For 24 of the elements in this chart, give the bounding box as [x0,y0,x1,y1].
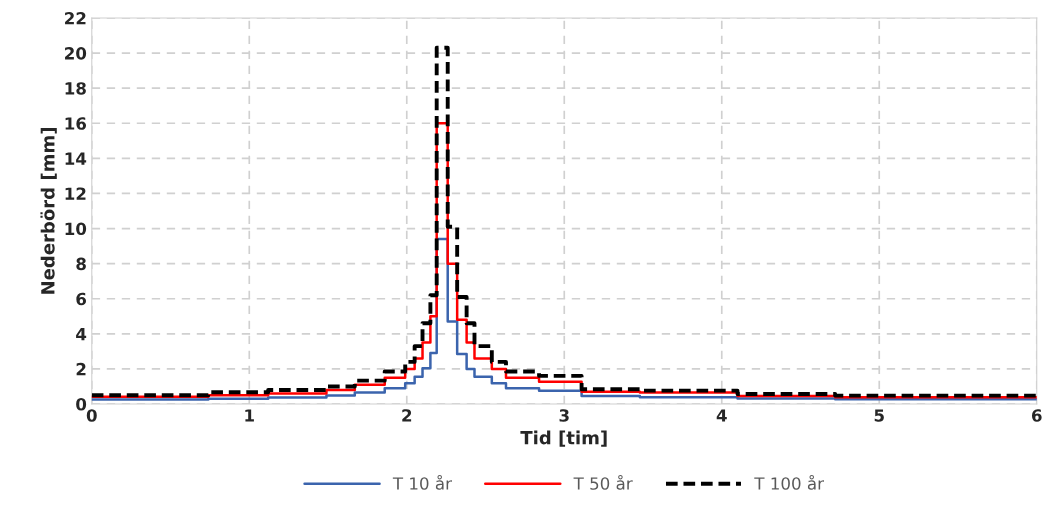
x-tick-label: 4 [716,409,727,422]
y-tick-label: 12 [65,187,86,200]
x-tick-label: 6 [1031,409,1042,422]
x-tick-label: 1 [245,409,254,422]
y-tick-label: 14 [65,152,87,165]
y-tick-label: 8 [76,257,86,271]
legend-label: T 50 år [573,474,633,490]
x-tick-label: 0 [86,409,97,422]
x-tick-label: 2 [402,409,412,422]
y-tick-label: 22 [65,11,86,25]
y-tick-label: 10 [65,222,87,236]
y-tick-label: 0 [76,397,87,411]
y-tick-label: 4 [76,328,87,341]
y-tick-label: 6 [76,292,87,306]
y-tick-label: 18 [65,82,86,95]
y-axis-title: Nederbörd [mm] [40,128,57,294]
x-tick-label: 3 [559,409,569,422]
x-axis-title: Tid [tim] [520,430,607,447]
y-tick-label: 16 [65,117,87,130]
y-tick-label: 2 [76,362,86,376]
legend-label: T 10 år [392,474,452,490]
y-tick-label: 20 [65,47,87,60]
legend-label: T 100 år [754,474,824,490]
x-tick-label: 5 [874,409,884,422]
